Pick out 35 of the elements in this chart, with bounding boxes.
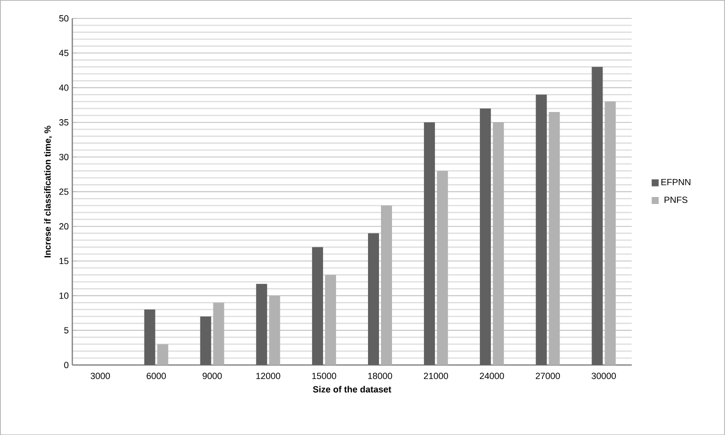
bar [312,246,324,365]
y-tick-label: 50 [59,15,68,22]
y-tick-label: 10 [60,292,68,299]
x-axis-title: Size of the dataset [312,386,392,392]
x-tick-label: 12000 [256,372,280,379]
legend-label: EFPNN [661,178,690,185]
x-tick-label: 6000 [146,372,166,379]
x-tick-label: 21000 [424,372,448,379]
x-tick-label: 24000 [480,372,504,379]
x-tick-label: 15000 [312,372,336,379]
bar [536,94,547,365]
x-tick-label: 30000 [592,372,616,379]
y-tick-label: 35 [59,119,68,126]
bar [256,284,268,365]
y-tick-label: 45 [59,50,68,56]
y-tick-label: 25 [59,188,68,195]
bar [368,233,379,365]
y-tick-label: 5 [64,327,68,334]
y-tick-label: 15 [60,258,68,264]
x-tick-label: 18000 [368,372,392,379]
bar [424,122,435,365]
x-tick-label: 27000 [536,372,560,379]
x-tick-label: 3000 [90,372,110,379]
bar [144,309,156,365]
legend-label: PNFS [664,196,688,203]
x-tick-label: 9000 [202,372,222,379]
y-tick-label: 20 [59,223,68,230]
bar [200,316,212,365]
bar [157,344,168,365]
y-tick-label: 30 [59,154,68,160]
bar [480,108,491,365]
y-axis-title: Increse if classification time, % [44,126,52,258]
y-tick-label: 40 [59,84,68,91]
y-tick-label: 0 [64,362,68,368]
bar [592,66,603,365]
